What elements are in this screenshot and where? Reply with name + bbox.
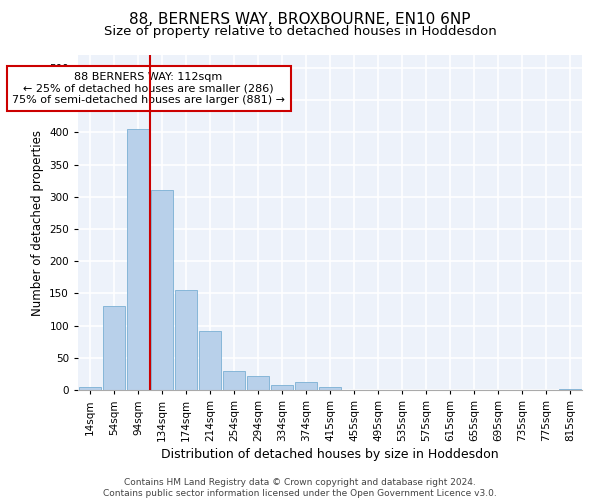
- Y-axis label: Number of detached properties: Number of detached properties: [31, 130, 44, 316]
- Text: 88 BERNERS WAY: 112sqm
← 25% of detached houses are smaller (286)
75% of semi-de: 88 BERNERS WAY: 112sqm ← 25% of detached…: [12, 72, 285, 105]
- X-axis label: Distribution of detached houses by size in Hoddesdon: Distribution of detached houses by size …: [161, 448, 499, 461]
- Bar: [79, 387, 101, 390]
- Bar: [223, 370, 245, 390]
- Text: 88, BERNERS WAY, BROXBOURNE, EN10 6NP: 88, BERNERS WAY, BROXBOURNE, EN10 6NP: [129, 12, 471, 28]
- Bar: [247, 376, 269, 390]
- Text: Size of property relative to detached houses in Hoddesdon: Size of property relative to detached ho…: [104, 25, 496, 38]
- Bar: [151, 190, 173, 390]
- Text: Contains HM Land Registry data © Crown copyright and database right 2024.
Contai: Contains HM Land Registry data © Crown c…: [103, 478, 497, 498]
- Bar: [559, 388, 581, 390]
- Bar: [295, 382, 317, 390]
- Bar: [175, 290, 197, 390]
- Bar: [199, 330, 221, 390]
- Bar: [103, 306, 125, 390]
- Bar: [127, 129, 149, 390]
- Bar: [319, 387, 341, 390]
- Bar: [271, 385, 293, 390]
